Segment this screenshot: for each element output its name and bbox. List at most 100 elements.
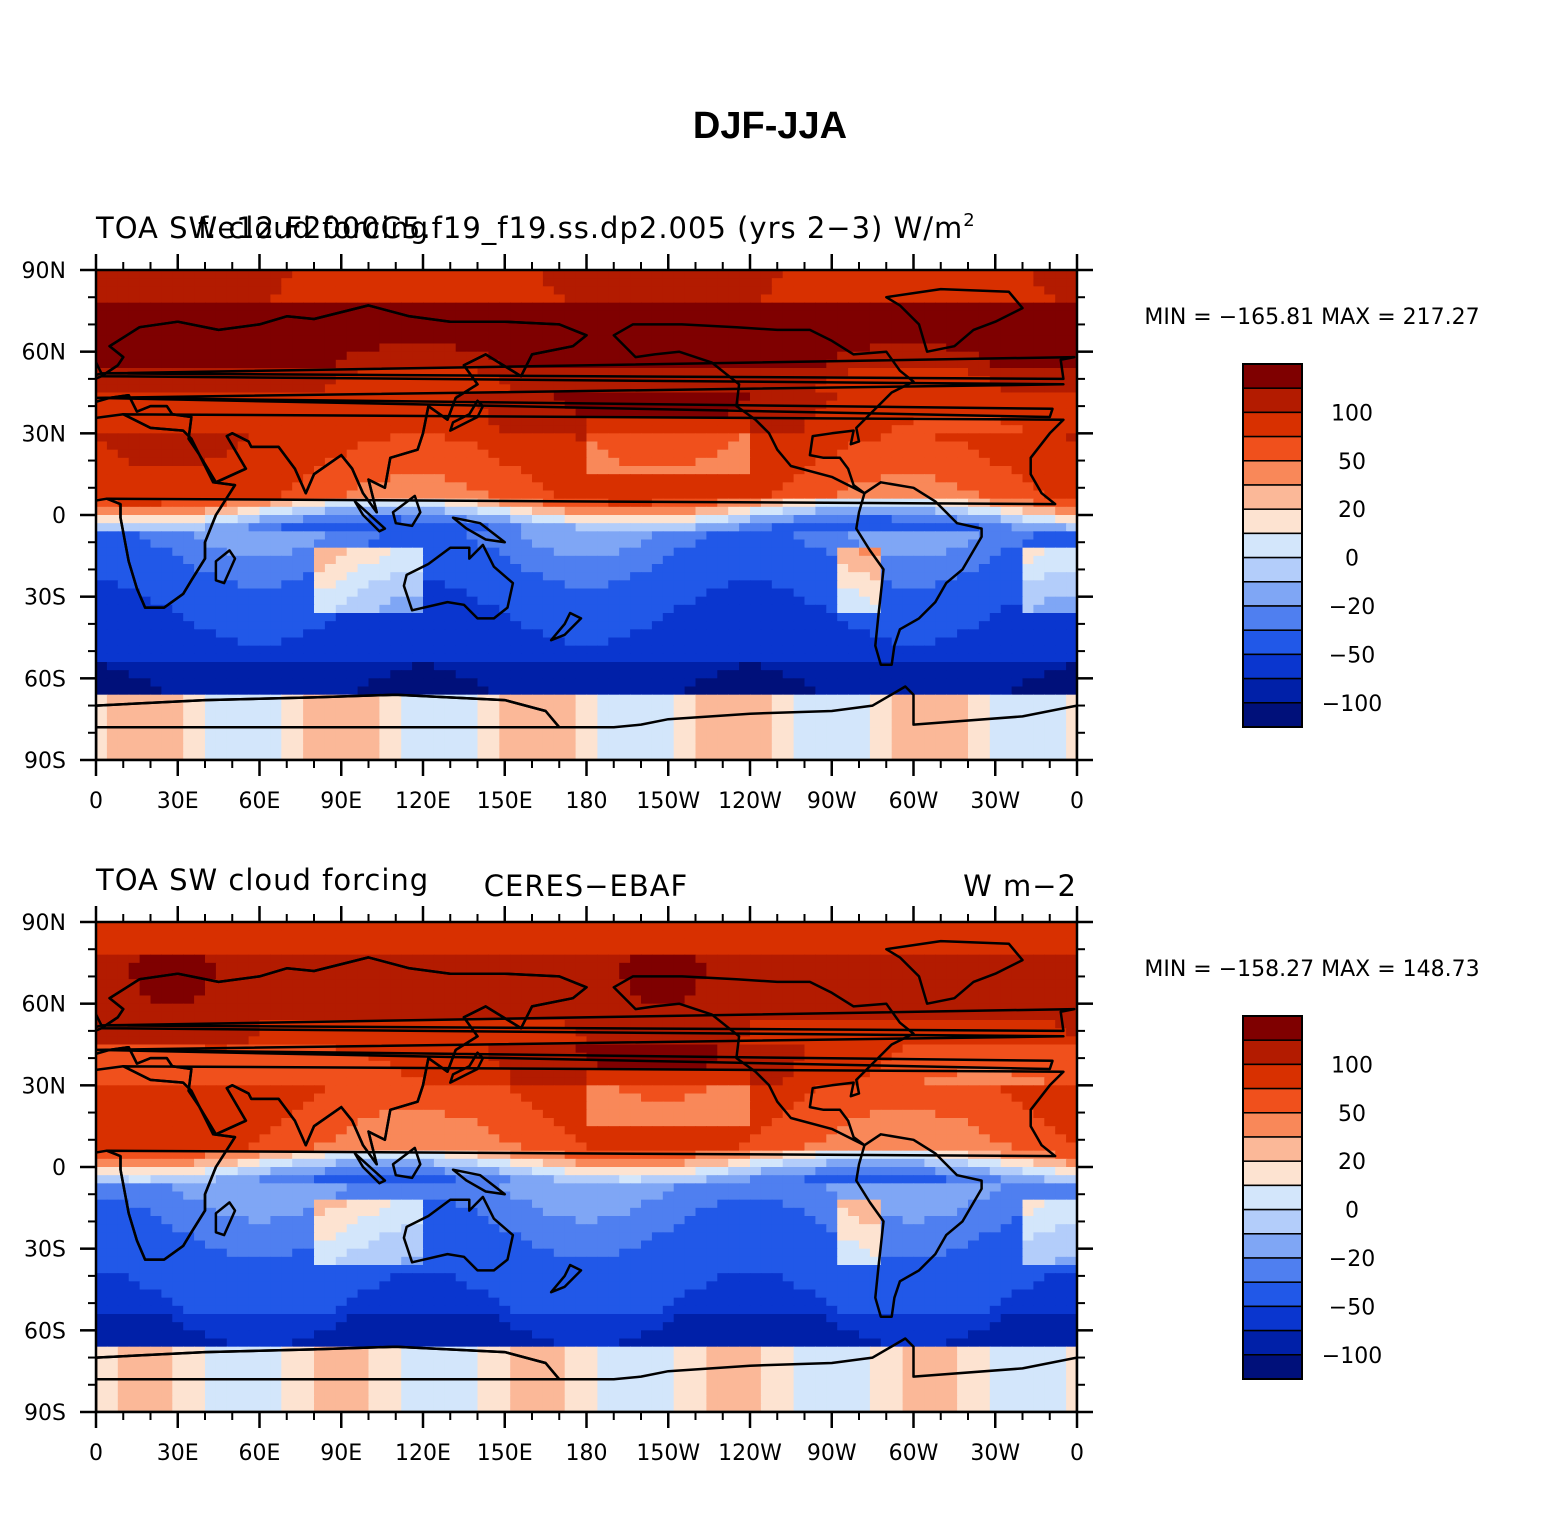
colorbar-swatch <box>1242 435 1303 462</box>
colorbar-label: 50 <box>1338 1102 1366 1127</box>
lat-tick-label: 30N <box>22 422 66 447</box>
lon-tick-label: 90E <box>320 1441 362 1466</box>
figure-title: DJF-JJA <box>693 105 847 147</box>
lon-tick-label: 150W <box>636 789 700 814</box>
colorbar-swatch <box>1242 1015 1303 1041</box>
contour-fill <box>96 270 1077 760</box>
lon-tick-label: 30E <box>157 1441 199 1466</box>
colorbar-swatch <box>1242 411 1303 438</box>
panel-right-title: W m−2 <box>963 869 1077 903</box>
colorbar-swatch <box>1242 629 1303 656</box>
min-max-label: MIN = −158.27 MAX = 148.73 <box>1144 957 1479 982</box>
lat-tick-label: 60S <box>24 667 66 692</box>
lat-tick-label: 0 <box>52 1156 66 1181</box>
lon-tick-label: 90E <box>320 789 362 814</box>
colorbar-swatch <box>1242 581 1303 607</box>
colorbar-swatch <box>1242 1087 1303 1114</box>
colorbar-swatch <box>1242 1233 1303 1259</box>
colorbar-swatch <box>1242 556 1303 583</box>
colorbar-label: −20 <box>1329 1247 1375 1272</box>
lon-tick-label: 150E <box>477 789 533 814</box>
colorbar-swatch <box>1242 1039 1303 1066</box>
lat-tick-label: 60N <box>22 341 66 366</box>
colorbar-label: 50 <box>1338 450 1366 475</box>
colorbar-swatch <box>1242 1184 1303 1211</box>
lat-tick-label: 0 <box>52 504 66 529</box>
lon-tick-label: 0 <box>1070 789 1084 814</box>
contour-fill <box>96 922 1077 1412</box>
colorbar-swatch <box>1242 460 1303 486</box>
lon-tick-label: 120W <box>718 1441 782 1466</box>
lon-tick-label: 60E <box>239 789 281 814</box>
colorbar-swatch <box>1242 1160 1303 1187</box>
lon-tick-label: 60W <box>889 1441 939 1466</box>
lon-tick-label: 30W <box>970 1441 1020 1466</box>
coastlines <box>96 287 1077 760</box>
coastlines <box>96 939 1077 1412</box>
lat-tick-label: 60N <box>22 993 66 1018</box>
colorbar-swatch <box>1242 653 1303 680</box>
colorbar-swatch <box>1242 677 1303 704</box>
lon-tick-label: 90W <box>807 789 857 814</box>
colorbar-swatch <box>1242 508 1303 535</box>
colorbar-label: 100 <box>1331 401 1373 426</box>
colorbar-label: −100 <box>1322 692 1382 717</box>
units-superscript: 2 <box>963 210 975 231</box>
colorbar: 100 50 20 0 −20 −50 −100 <box>1242 1015 1382 1380</box>
lon-tick-label: 150E <box>477 1441 533 1466</box>
colorbar-label: 100 <box>1331 1053 1373 1078</box>
lon-tick-label: 0 <box>89 789 103 814</box>
colorbar-swatch <box>1242 1329 1303 1356</box>
colorbar-label: 0 <box>1345 547 1359 572</box>
lat-tick-label: 30S <box>24 1238 66 1263</box>
axis-ticks: 0 30E 60E 90E 120E 150E 180 150W 120W 90W 60W 30W 09… <box>22 906 1093 1466</box>
lon-tick-label: 180 <box>566 789 608 814</box>
colorbar-swatch <box>1242 1305 1303 1332</box>
lon-tick-label: 150W <box>636 1441 700 1466</box>
axis-ticks: 0 30E 60E 90E 120E 150E 180 150W 120W 90W 60W 30W 09… <box>22 254 1093 814</box>
panel-left-title: TOA SW cloud forcing <box>95 211 429 245</box>
colorbar-swatch <box>1242 1257 1303 1283</box>
lon-tick-label: 120E <box>395 789 451 814</box>
lat-tick-label: 90S <box>24 749 66 774</box>
lon-tick-label: 90W <box>807 1441 857 1466</box>
lon-tick-label: 60E <box>239 1441 281 1466</box>
colorbar-swatch <box>1242 702 1303 728</box>
panel-left-title: TOA SW cloud forcing <box>95 863 429 897</box>
lon-tick-label: 30W <box>970 789 1020 814</box>
colorbar-swatch <box>1242 1063 1303 1090</box>
lon-tick-label: 60W <box>889 789 939 814</box>
colorbar-swatch <box>1242 363 1303 389</box>
lat-tick-label: 90N <box>22 911 66 936</box>
colorbar-label: −50 <box>1329 1295 1375 1320</box>
colorbar-label: −50 <box>1329 643 1375 668</box>
lat-tick-label: 60S <box>24 1319 66 1344</box>
colorbar-label: −20 <box>1329 595 1375 620</box>
colorbar-swatch <box>1242 484 1303 510</box>
colorbar-label: 0 <box>1345 1199 1359 1224</box>
lon-tick-label: 120W <box>718 789 782 814</box>
map-panel-model: 0 30E 60E 90E 120E 150E 180 150W 120W 90W 60W 30W 09… <box>22 210 1480 814</box>
map-panel-observation: 0 30E 60E 90E 120E 150E 180 150W 120W 90W 60W 30W 09… <box>22 863 1480 1466</box>
colorbar-swatch <box>1242 387 1303 414</box>
panel-center-title: f.e12.F2000C5.f19_f19.ss.dp2.005 (yrs 2−… <box>198 210 976 245</box>
colorbar-swatch <box>1242 1136 1303 1162</box>
colorbar-swatch <box>1242 1112 1303 1138</box>
colorbar-label: 20 <box>1338 1150 1366 1175</box>
lon-tick-label: 180 <box>566 1441 608 1466</box>
colorbar-swatch <box>1242 1354 1303 1380</box>
min-max-label: MIN = −165.81 MAX = 217.27 <box>1144 305 1479 330</box>
colorbar-swatch <box>1242 605 1303 631</box>
colorbar-label: −100 <box>1322 1344 1382 1369</box>
panel-center-title: CERES−EBAF <box>484 869 689 903</box>
lon-tick-label: 120E <box>395 1441 451 1466</box>
lat-tick-label: 30S <box>24 586 66 611</box>
colorbar-label: 20 <box>1338 498 1366 523</box>
colorbar: 100 50 20 0 −20 −50 −100 <box>1242 363 1382 728</box>
lat-tick-label: 90S <box>24 1401 66 1426</box>
lat-tick-label: 30N <box>22 1074 66 1099</box>
colorbar-swatch <box>1242 532 1303 559</box>
lon-tick-label: 0 <box>89 1441 103 1466</box>
lon-tick-label: 30E <box>157 789 199 814</box>
